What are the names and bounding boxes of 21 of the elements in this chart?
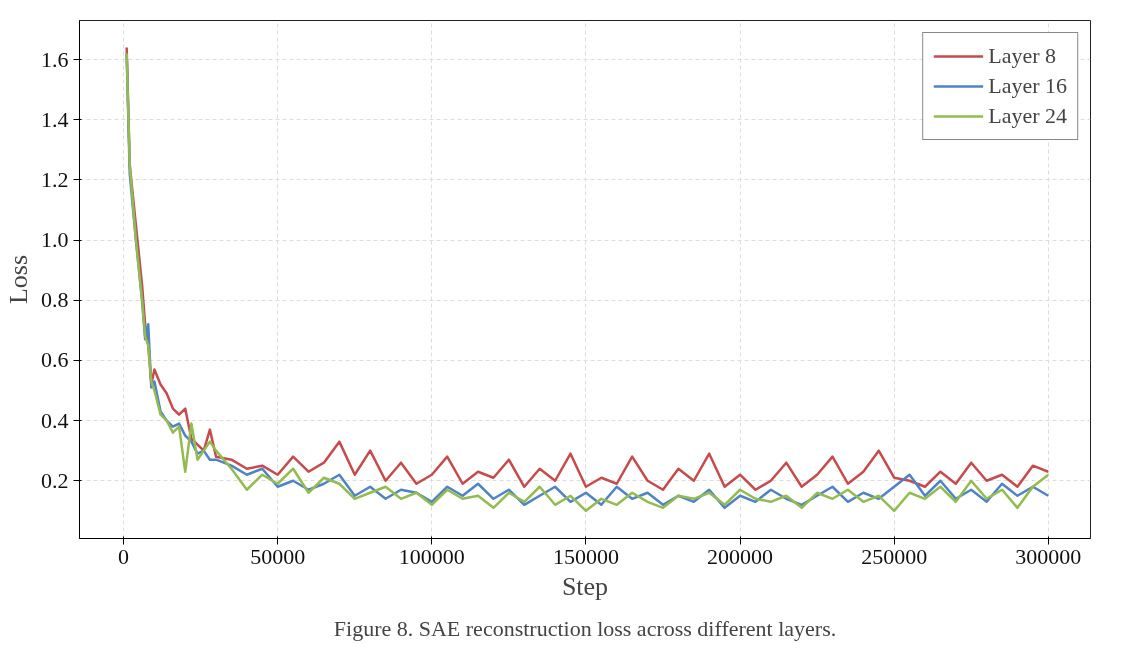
y-tick-label: 0.2 [41,467,69,493]
legend-label: Layer 24 [988,103,1067,129]
caption: Figure 8. SAE reconstruction loss across different layers. [333,615,837,641]
x-tick-label: 0 [118,543,130,569]
x-tick-label: 150000 [552,543,619,569]
x-axis-title: Step [561,571,609,601]
y-tick-label: 1.2 [41,166,69,192]
x-tick-label: 100000 [398,543,465,569]
legend-label: Layer 16 [988,73,1067,99]
x-tick-label: 300000 [1015,543,1082,569]
y-axis-title: Loss [4,254,33,305]
x-tick-label: 200000 [707,543,774,569]
y-tick-label: 1.4 [41,106,69,132]
y-tick-label: 0.6 [41,347,69,373]
y-tick-label: 1.0 [41,227,69,253]
y-tick-label: 1.6 [41,46,69,72]
y-tick-label: 0.8 [41,287,69,313]
x-tick-label: 250000 [861,543,928,569]
y-tick-label: 0.4 [41,407,69,433]
x-tick-label: 50000 [250,543,306,569]
legend-label: Layer 8 [988,43,1056,69]
